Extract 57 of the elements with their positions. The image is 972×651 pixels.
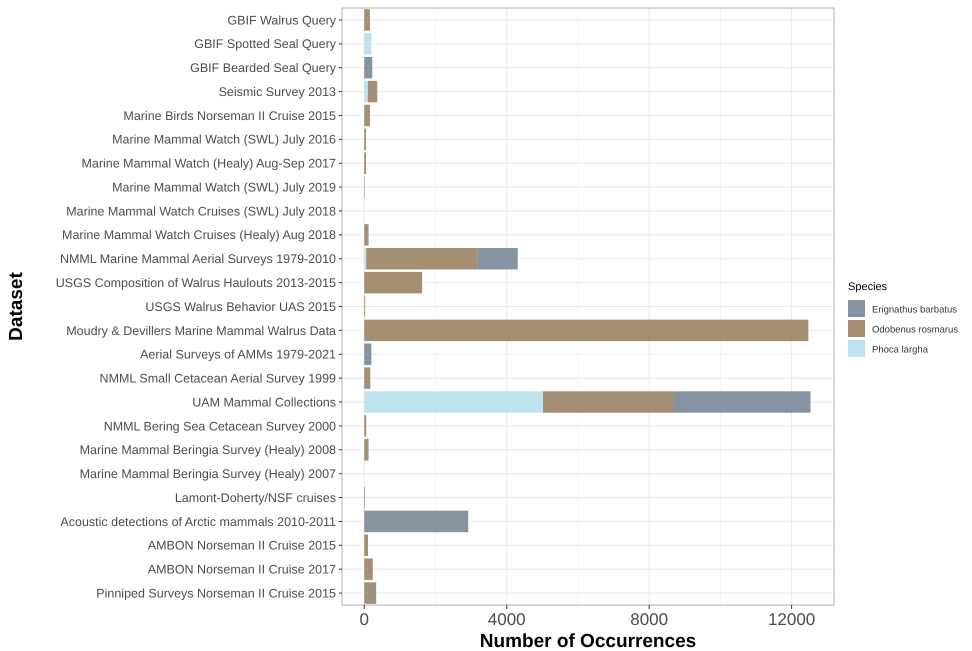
bar (364, 9, 370, 31)
bar (543, 391, 674, 413)
y-tick-label: GBIF Spotted Seal Query (194, 37, 337, 52)
y-tick-label: Marine Mammal Watch (SWL) July 2019 (112, 180, 336, 194)
bar (364, 272, 422, 294)
y-tick-label: AMBON Norseman II Cruise 2015 (148, 538, 336, 553)
y-tick-label: Acoustic detections of Arctic mammals 2010-2011 (60, 514, 336, 529)
y-tick-label: Marine Mammal Watch (SWL) July 2016 (112, 132, 336, 147)
y-tick-label: Marine Mammal Watch Cruises (Healy) Aug 2018 (62, 228, 336, 242)
y-tick-label: Marine Mammal Beringia Survey (Healy) 2007 (80, 467, 336, 482)
bar (364, 104, 370, 126)
y-tick-label: Pinniped Surveys Norseman II Cruise 2015 (96, 586, 336, 600)
bar (364, 344, 372, 366)
x-tick-label: 4000 (488, 610, 526, 629)
y-tick-label: NMML Marine Mammal Aerial Surveys 1979-2010 (60, 252, 336, 266)
legend-label: Erignathus barbatus (872, 304, 958, 316)
x-tick-label: 0 (360, 610, 369, 629)
x-tick-label: 8000 (630, 610, 668, 629)
bar (364, 80, 368, 102)
bar (364, 439, 369, 461)
bar (364, 56, 372, 78)
bar (366, 248, 478, 270)
y-tick-label: Marine Mammal Beringia Survey (Healy) 2008 (80, 443, 336, 458)
y-tick-label: Lamont-Doherty/NSF cruises (174, 490, 336, 505)
legend-title: Species (848, 281, 888, 293)
y-tick-label: GBIF Bearded Seal Query (190, 61, 337, 76)
bar (364, 582, 374, 604)
bar (364, 510, 468, 532)
y-axis-title: Dataset (6, 272, 27, 341)
y-tick-label: USGS Walrus Behavior UAS 2015 (145, 300, 336, 314)
y-tick-label: Marine Birds Norseman II Cruise 2015 (123, 108, 336, 123)
y-tick-label: Aerial Surveys of AMMs 1979-2021 (140, 348, 336, 362)
bar (364, 558, 373, 580)
bar (364, 367, 370, 389)
y-tick-label: NMML Bering Sea Cetacean Survey 2000 (104, 419, 336, 434)
bar (674, 391, 810, 413)
legend-label: Phoca largha (872, 344, 929, 356)
x-axis-title: Number of Occurrences (480, 631, 696, 651)
bar (364, 534, 368, 556)
bar (368, 80, 378, 102)
y-tick-label: AMBON Norseman II Cruise 2017 (148, 562, 336, 577)
y-tick-label: Marine Mammal Watch (Healy) Aug-Sep 2017 (82, 156, 336, 171)
bar (477, 248, 518, 270)
y-tick-label: USGS Composition of Walrus Haulouts 2013-2015 (56, 276, 336, 290)
bar (374, 582, 376, 604)
x-tick-label: 12000 (768, 610, 816, 629)
y-tick-label: GBIF Walrus Query (227, 13, 337, 28)
bar (364, 33, 372, 55)
y-tick-label: Marine Mammal Watch Cruises (SWL) July 2018 (66, 204, 336, 218)
y-tick-label: Moudry & Devillers Marine Mammal Walrus Data (66, 324, 336, 338)
y-tick-label: NMML Small Cetacean Aerial Survey 1999 (100, 372, 336, 386)
bar (364, 391, 544, 413)
y-tick-label: Seismic Survey 2013 (218, 84, 336, 99)
y-tick-label: UAM Mammal Collections (192, 395, 336, 410)
bar (364, 320, 808, 342)
legend-label: Odobenus rosmarus (872, 324, 958, 336)
bar (364, 224, 368, 246)
